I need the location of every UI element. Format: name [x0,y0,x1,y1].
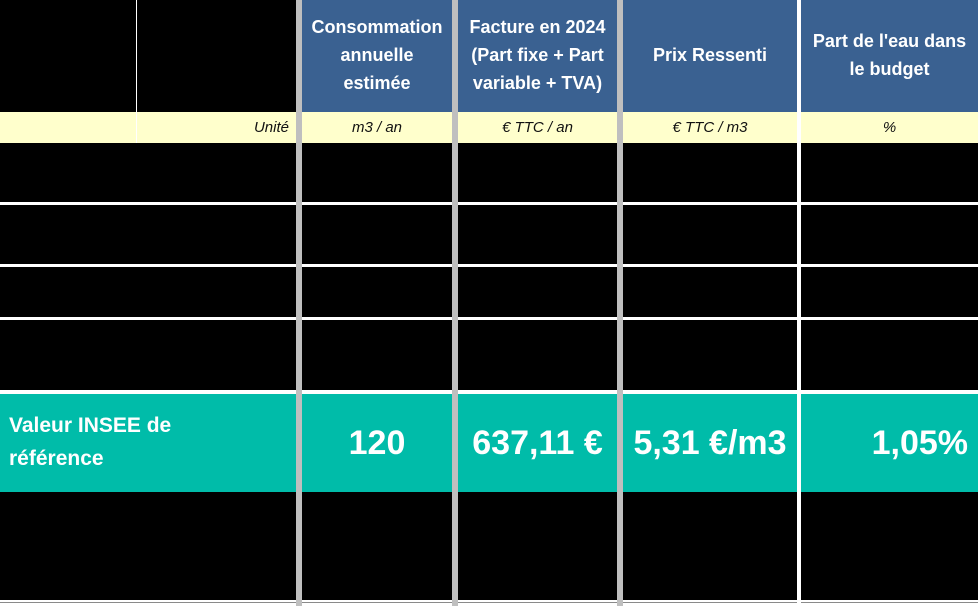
insee-value-part: 1,05% [871,423,968,462]
masked-row-2 [0,205,978,264]
masked-row-4 [0,320,978,390]
header-facture-2024: Facture en 2024 (Part fixe + Part variab… [458,0,617,112]
insee-value-facture: 637,11 € [472,423,603,462]
insee-row-background [0,394,978,492]
unit-part: % [882,119,897,136]
masked-row-1 [0,143,978,202]
unit-row-background [0,112,978,143]
unit-facture: € TTC / an [502,119,573,136]
column-gutter-1 [296,0,302,606]
row-separator [0,317,978,320]
unit-row-label: Unité [253,119,289,136]
insee-value-prix: 5,31 €/m3 [633,423,787,462]
header-consommation: Consommation annuelle estimée [302,0,452,112]
masked-column-divider [0,0,137,143]
unit-consommation: m3 / an [351,119,403,136]
header-prix-ressenti: Prix Ressenti [623,0,797,112]
masked-row-5 [0,492,978,600]
insee-value-consommation: 120 [348,423,406,462]
header-part-eau-budget: Part de l'eau dans le budget [801,0,978,112]
unit-prix: € TTC / m3 [672,119,748,136]
column-gutter-3 [617,0,623,606]
masked-row-3 [0,267,978,317]
table-bottom-edge [0,600,978,606]
row-separator [0,202,978,205]
column-gutter-4 [797,0,801,606]
insee-row-label: Valeur INSEE de référence [9,414,172,470]
column-gutter-2 [452,0,458,606]
row-separator [0,264,978,267]
row-separator [0,390,978,394]
